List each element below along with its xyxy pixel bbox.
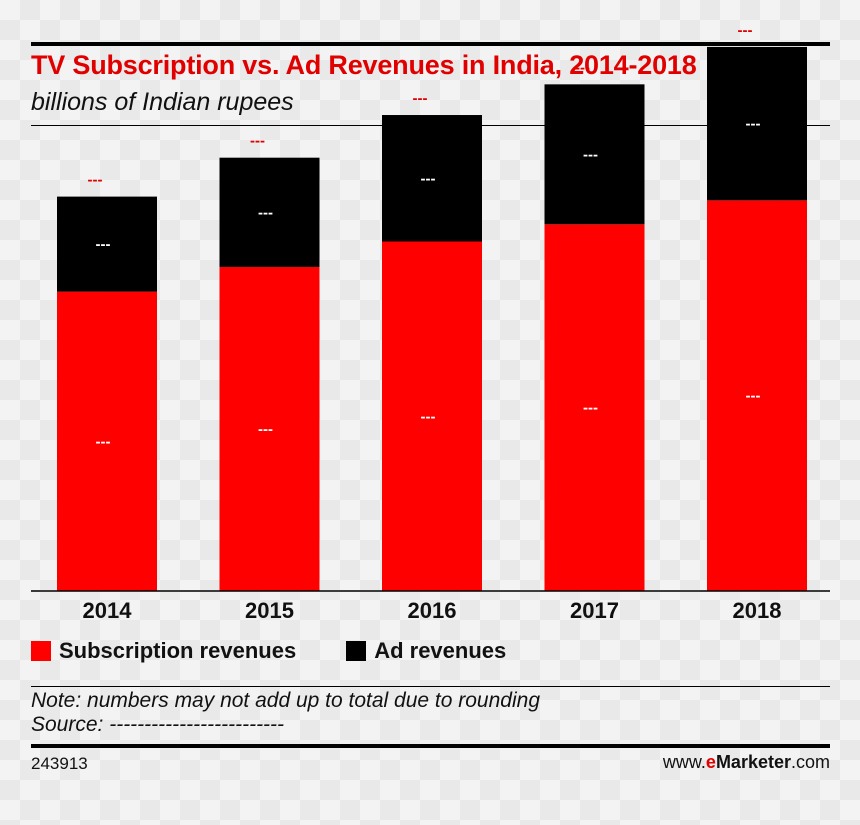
legend-item-ad: Ad revenues: [346, 638, 506, 664]
bar-subscription-2014: [57, 291, 157, 591]
bar-subscription-2015: [219, 266, 320, 591]
legend-divider: [31, 686, 830, 687]
total-label-2014: ---: [88, 172, 103, 189]
legend-label-subscription: Subscription revenues: [59, 638, 297, 663]
data-label-subscription-2018: ---: [746, 388, 761, 405]
brand-name: Marketer: [715, 752, 791, 772]
bar-ad-2017: [544, 84, 645, 225]
bar-ad-2015: [219, 157, 320, 267]
data-label-ad-2014: ---: [96, 236, 111, 253]
legend-label-ad: Ad revenues: [374, 638, 507, 663]
site-suffix: .com: [790, 752, 830, 772]
site-link[interactable]: www.eMarketer.com: [663, 752, 830, 773]
chart-notes: Note: numbers may not add up to total du…: [31, 689, 540, 737]
brand-e: e: [705, 752, 716, 772]
x-tick-label-2017: 2017: [570, 598, 619, 623]
data-label-ad-2017: ---: [583, 146, 598, 163]
bar-ad-2016: [382, 115, 482, 242]
data-label-ad-2018: ---: [746, 116, 761, 133]
total-label-2017: ---: [575, 59, 590, 76]
legend: Subscription revenues Ad revenues: [31, 638, 556, 664]
x-tick-label-2018: 2018: [733, 598, 782, 623]
source-text: Source: -------------------------: [31, 713, 285, 736]
total-label-2015: ---: [250, 133, 265, 150]
data-label-ad-2016: ---: [421, 170, 436, 187]
chart-title: TV Subscription vs. Ad Revenues in India…: [31, 50, 697, 80]
data-label-subscription-2014: ---: [96, 433, 111, 450]
top-rule: [31, 42, 830, 46]
bar-ad-2018: [707, 46, 807, 201]
bottom-rule: [31, 744, 830, 748]
chart-subtitle: billions of Indian rupees: [31, 88, 294, 116]
data-label-subscription-2015: ---: [258, 421, 273, 438]
legend-swatch-ad: [346, 641, 367, 661]
data-label-subscription-2016: ---: [421, 408, 436, 425]
site-prefix: www.: [662, 752, 706, 772]
bar-subscription-2017: [544, 224, 645, 591]
bar-subscription-2018: [707, 200, 807, 592]
total-label-2018: ---: [738, 22, 753, 39]
chart-id: 243913: [31, 754, 88, 773]
data-label-ad-2015: ---: [258, 204, 273, 221]
bar-ad-2014: [57, 196, 157, 292]
legend-item-subscription: Subscription revenues: [31, 638, 296, 664]
x-tick-label-2016: 2016: [408, 598, 457, 623]
bar-subscription-2016: [382, 241, 482, 591]
x-tick-label-2014: 2014: [83, 598, 133, 623]
stacked-bar-chart: --- --- --- 2014 --- --- --- 2015 --- --- --- 2016 -…: [31, 22, 830, 623]
x-tick-label-2015: 2015: [245, 598, 294, 623]
legend-swatch-subscription: [31, 641, 51, 661]
total-label-2016: ---: [413, 90, 428, 107]
note-text: Note: numbers may not add up to total du…: [31, 689, 540, 712]
data-label-subscription-2017: ---: [583, 400, 598, 417]
